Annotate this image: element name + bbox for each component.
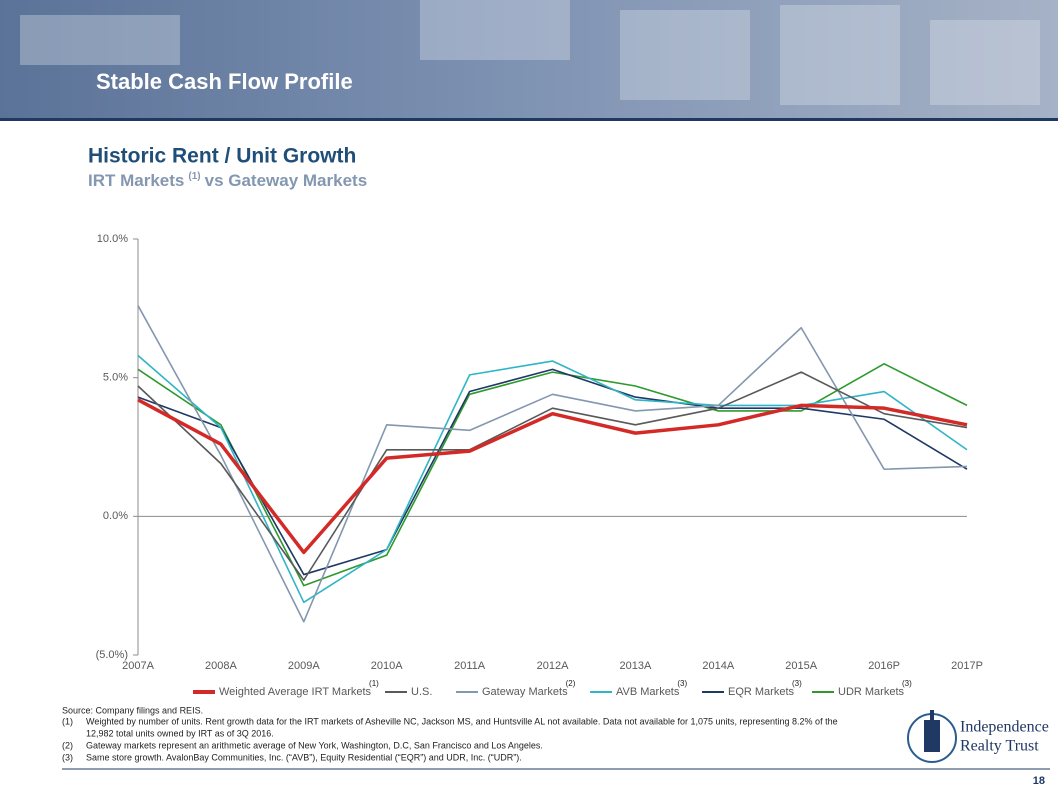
subhead-note: (1) [188, 171, 200, 182]
x-tick-label: 2013A [619, 660, 651, 672]
legend-note: (1) [369, 679, 379, 688]
line [137, 363, 968, 587]
line [137, 368, 968, 576]
x-tick-label: 2010A [371, 660, 403, 672]
legend-label: Gateway Markets [482, 686, 568, 698]
legend-note: (3) [902, 679, 912, 688]
footnotes: (1) Weighted by number of units. Rent gro… [62, 716, 838, 762]
line [137, 305, 968, 623]
x-tick-label: 2009A [288, 660, 320, 672]
footnote-number: (3) [62, 752, 73, 762]
logo-spire [930, 710, 934, 720]
line [137, 371, 968, 581]
subhead-text: vs Gateway Markets [205, 171, 368, 190]
y-tick-label: (5.0%) [96, 649, 128, 661]
legend-note: (2) [566, 679, 576, 688]
x-tick-label: 2008A [205, 660, 237, 672]
subhead-text: IRT Markets [88, 171, 184, 190]
chart: (5.0%) 0.0% 5.0% 10.0% 2007A 2008A 2009A 2010A 2… [96, 233, 983, 698]
x-tick-label: 2014A [702, 660, 734, 672]
y-tick-label: 10.0% [97, 233, 128, 245]
footnote-text: Gateway markets represent an arithmetic … [86, 740, 543, 750]
y-tick-label: 0.0% [103, 510, 128, 522]
line [137, 398, 968, 555]
logo: Independence Realty Trust [907, 710, 1049, 763]
logo-text: Realty Trust [960, 738, 1039, 755]
x-tick-label: 2011A [454, 660, 486, 672]
x-tick-label: 2016P [868, 660, 900, 672]
header-photo [20, 0, 1040, 105]
footnote-text: 12,982 total units owned by IRT as of 3Q… [86, 728, 274, 738]
logo-text: Independence [960, 719, 1049, 736]
x-tick-label: 2007A [122, 660, 154, 672]
legend-note: (3) [677, 679, 687, 688]
footnote-text: Same store growth. AvalonBay Communities… [86, 752, 522, 762]
header-banner [0, 0, 1058, 120]
page-number: 18 [1033, 775, 1045, 787]
legend-label: EQR Markets [728, 686, 795, 698]
footnote-number: (2) [62, 740, 73, 750]
legend-label: AVB Markets [616, 686, 680, 698]
legend-note: (3) [792, 679, 802, 688]
x-tick-label: 2017P [951, 660, 983, 672]
slide-title: Stable Cash Flow Profile [96, 69, 353, 94]
legend-label: Weighted Average IRT Markets [219, 686, 372, 698]
x-tick-label: 2012A [537, 660, 569, 672]
footnote-text: Weighted by number of units. Rent growth… [86, 716, 838, 726]
headline: Historic Rent / Unit Growth [88, 145, 356, 168]
subhead: IRT Markets (1) vs Gateway Markets [88, 171, 367, 191]
header-rule [0, 118, 1058, 121]
logo-building [924, 720, 940, 752]
y-tick-label: 5.0% [103, 372, 128, 384]
footnote-number: (1) [62, 716, 73, 726]
x-tick-label: 2015A [785, 660, 817, 672]
legend-label: UDR Markets [838, 686, 905, 698]
legend-label: U.S. [411, 686, 432, 698]
line [137, 354, 968, 604]
source: Source: Company filings and REIS. [62, 705, 203, 715]
